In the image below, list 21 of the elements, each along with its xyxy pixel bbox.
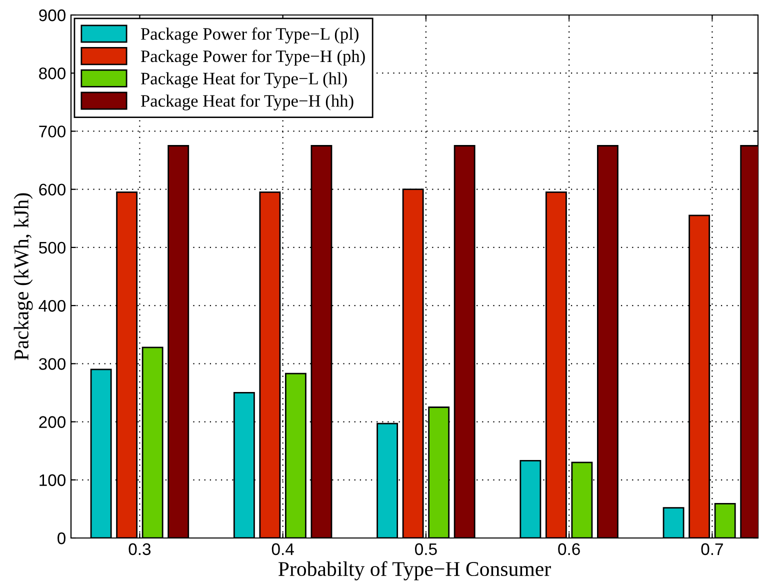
y-tick-label: 800 — [39, 68, 66, 80]
y-tick-label: 400 — [38, 300, 66, 312]
legend-label: Package Power for Type−L (pl) — [140, 27, 358, 44]
legend-label: Package Heat for Type−H (hh) — [140, 94, 354, 110]
y-tick-label: 100 — [40, 474, 66, 486]
legend-label: Package Power for Type−H (ph) — [140, 50, 365, 66]
y-tick-label: 300 — [38, 358, 66, 370]
y-tick-label: 900 — [39, 9, 66, 22]
x-tick-label: 0.3 — [128, 543, 151, 556]
y-tick-label: 0 — [58, 532, 66, 544]
x-tick-label: 0.6 — [558, 543, 580, 556]
y-tick-label: 600 — [39, 184, 66, 196]
x-tick-label: 0.4 — [272, 543, 294, 556]
x-axis-title: Probabilty of Type−H Consumer — [278, 561, 551, 580]
legend-label: Package Heat for Type−L (hl) — [140, 72, 347, 88]
y-tick-label: 200 — [39, 416, 66, 428]
x-tick-label: 0.5 — [415, 543, 437, 556]
y-axis-title: Package (kWh, kJh) — [14, 193, 33, 360]
y-tick-label: 500 — [39, 242, 66, 254]
y-tick-label: 700 — [39, 126, 66, 138]
x-tick-label: 0.7 — [701, 543, 723, 556]
